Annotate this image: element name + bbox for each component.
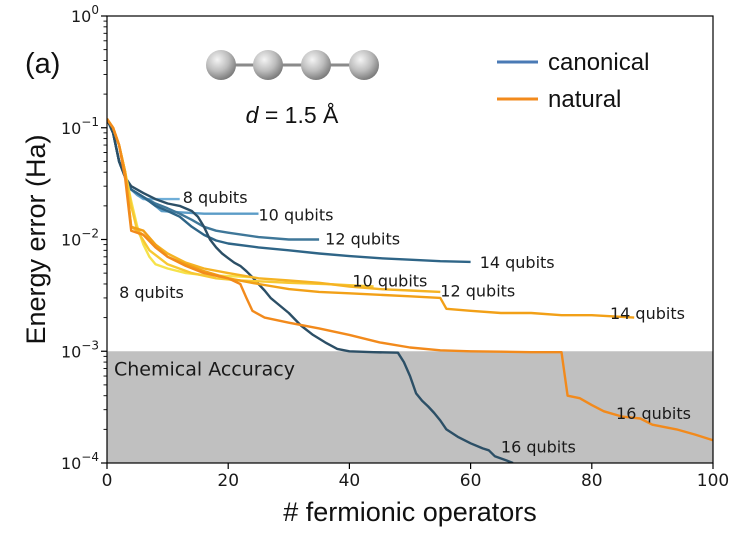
x-tick-label: 100 <box>697 471 729 491</box>
series-line-natural-16-qubits <box>107 118 713 442</box>
x-tick-label: 40 <box>339 471 361 491</box>
annotation-canonical-16-qubits: 16 qubits <box>501 438 576 457</box>
y-tick-exponent: −2 <box>81 227 99 241</box>
molecule-caption-value: = 1.5 Å <box>258 101 339 128</box>
y-tick-label: 10−3 <box>61 338 99 361</box>
legend-label-natural: natural <box>548 86 621 113</box>
y-tick-base: 10 <box>61 342 81 361</box>
molecule-atom <box>206 50 236 80</box>
y-tick-exponent: −4 <box>81 450 99 464</box>
y-tick-base: 10 <box>71 7 91 26</box>
x-axis-label: # fermionic operators <box>283 497 537 527</box>
y-tick-label: 10−4 <box>61 450 99 473</box>
molecule-atom <box>253 50 283 80</box>
panel-label: (a) <box>25 48 60 80</box>
series-lines <box>107 118 713 463</box>
y-tick-exponent: −3 <box>81 338 99 352</box>
chemical-accuracy-label: Chemical Accuracy <box>114 358 295 380</box>
x-tick-label: 0 <box>102 471 113 491</box>
annotation-canonical-12-qubits: 12 qubits <box>325 230 400 249</box>
annotation-natural-8-qubits: 8 qubits <box>119 283 184 302</box>
x-tick-label: 60 <box>460 471 482 491</box>
y-tick-label: 10−1 <box>61 115 99 138</box>
chemical-accuracy-region <box>107 351 713 463</box>
x-tick-label: 80 <box>581 471 603 491</box>
y-tick-label: 10−2 <box>61 227 99 250</box>
series-line-canonical-16-qubits <box>107 118 514 463</box>
molecule-caption: d = 1.5 Å <box>246 101 339 128</box>
molecule-atom <box>301 50 331 80</box>
y-tick-label: 100 <box>71 3 99 26</box>
annotation-natural-12-qubits: 12 qubits <box>440 281 515 300</box>
annotation-natural-16-qubits: 16 qubits <box>616 404 691 423</box>
legend-label-canonical: canonical <box>548 49 649 76</box>
x-tick-label: 20 <box>217 471 239 491</box>
molecule-caption-symbol: d <box>246 102 260 128</box>
y-tick-base: 10 <box>61 454 81 473</box>
molecule-illustration <box>206 50 379 80</box>
y-axis-label: Energy error (Ha) <box>21 134 51 344</box>
annotation-natural-10-qubits: 10 qubits <box>352 271 427 290</box>
annotation-natural-14-qubits: 14 qubits <box>610 304 685 323</box>
y-tick-base: 10 <box>61 231 81 250</box>
y-tick-base: 10 <box>61 119 81 138</box>
annotation-canonical-8-qubits: 8 qubits <box>183 188 248 207</box>
annotation-canonical-14-qubits: 14 qubits <box>480 253 555 272</box>
annotation-canonical-10-qubits: 10 qubits <box>259 205 334 224</box>
y-tick-exponent: 0 <box>91 3 99 17</box>
legend: canonical natural <box>497 49 649 113</box>
molecule-atom <box>349 50 379 80</box>
y-tick-exponent: −1 <box>81 115 99 129</box>
